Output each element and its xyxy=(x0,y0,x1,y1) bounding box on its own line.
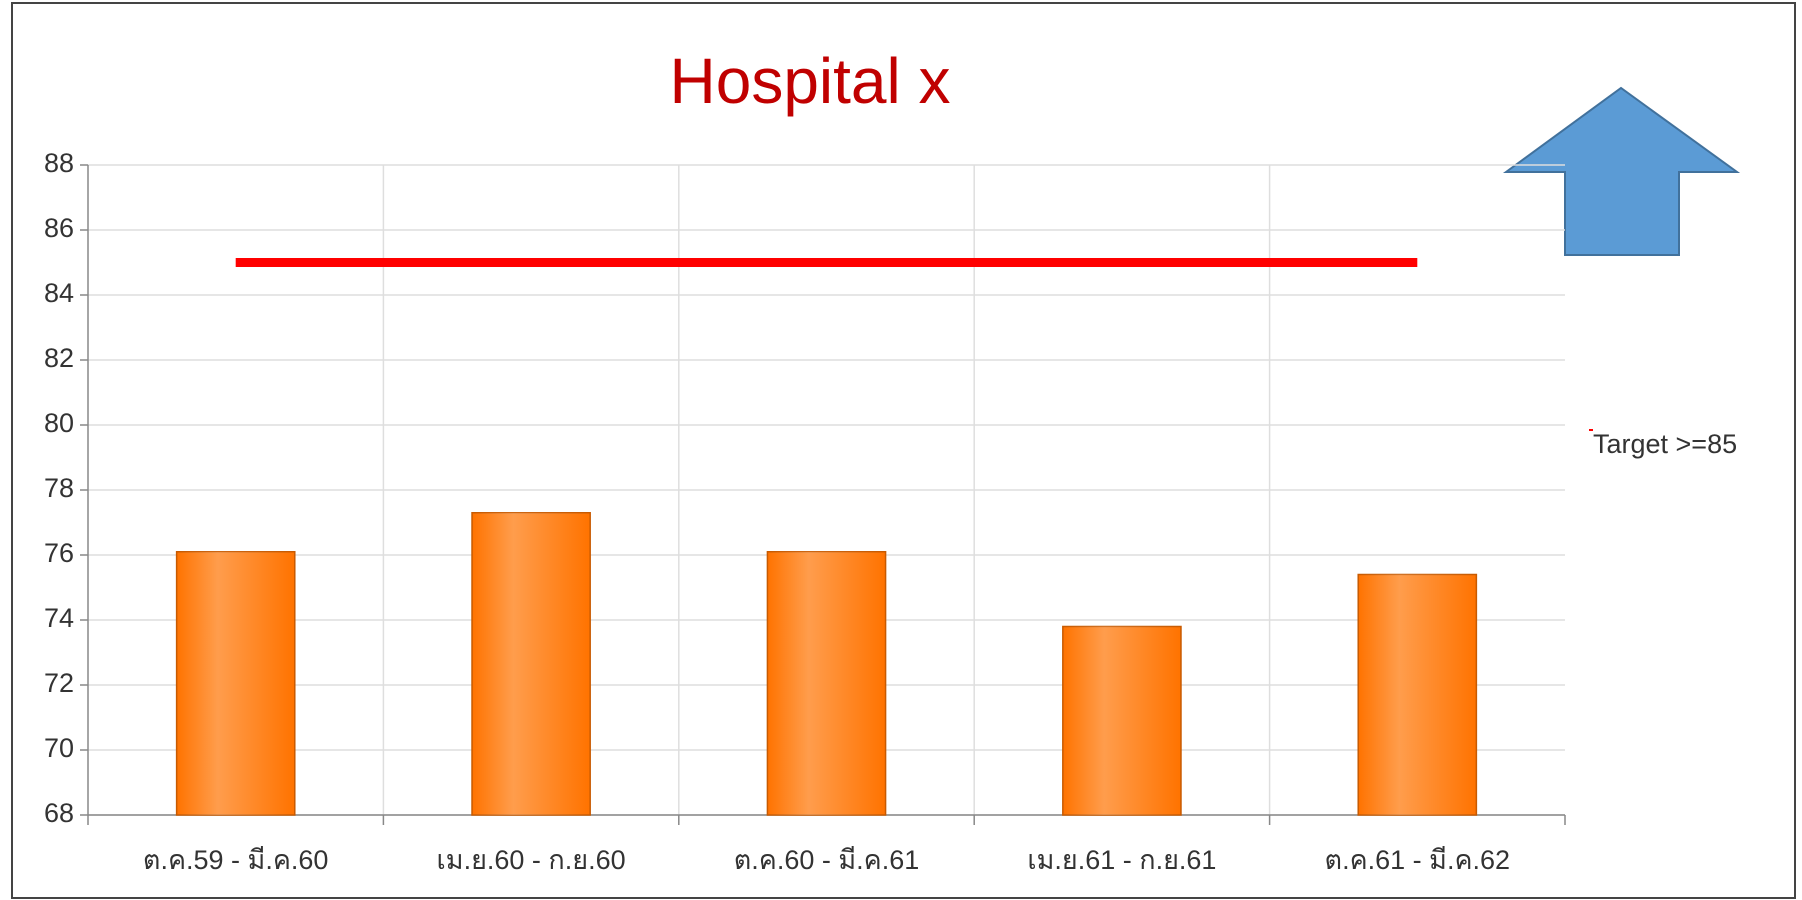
chart-title: Hospital x xyxy=(670,45,951,117)
y-tick-label: 86 xyxy=(44,213,74,243)
x-tick-label: ต.ค.59 - มี.ค.60 xyxy=(143,845,329,875)
y-tick-label: 88 xyxy=(44,148,74,178)
up-arrow xyxy=(1502,86,1741,256)
y-tick-label: 84 xyxy=(44,278,74,308)
bar-shine xyxy=(767,551,886,815)
y-tick-label: 74 xyxy=(44,603,74,633)
y-tick-label: 76 xyxy=(44,538,74,568)
y-tick-label: 68 xyxy=(44,798,74,828)
y-tick-label: 80 xyxy=(44,408,74,438)
x-tick-label: เม.ย.61 - ก.ย.61 xyxy=(1027,845,1216,875)
bar-shine xyxy=(472,512,591,815)
y-tick-label: 82 xyxy=(44,343,74,373)
bar-shine xyxy=(1062,626,1181,815)
y-tick-label: 72 xyxy=(44,668,74,698)
x-tick-label: เม.ย.60 - ก.ย.60 xyxy=(437,845,626,875)
x-tick-label: ต.ค.61 - มี.ค.62 xyxy=(1325,845,1511,875)
x-tick-label: ต.ค.60 - มี.ค.61 xyxy=(734,845,920,875)
frame xyxy=(11,2,1796,899)
y-tick-label: 78 xyxy=(44,473,74,503)
bar-shine xyxy=(1358,574,1477,815)
y-tick-label: 70 xyxy=(44,733,74,763)
legend-label: Target >=85 xyxy=(1593,429,1737,459)
bar-shine xyxy=(176,551,295,815)
